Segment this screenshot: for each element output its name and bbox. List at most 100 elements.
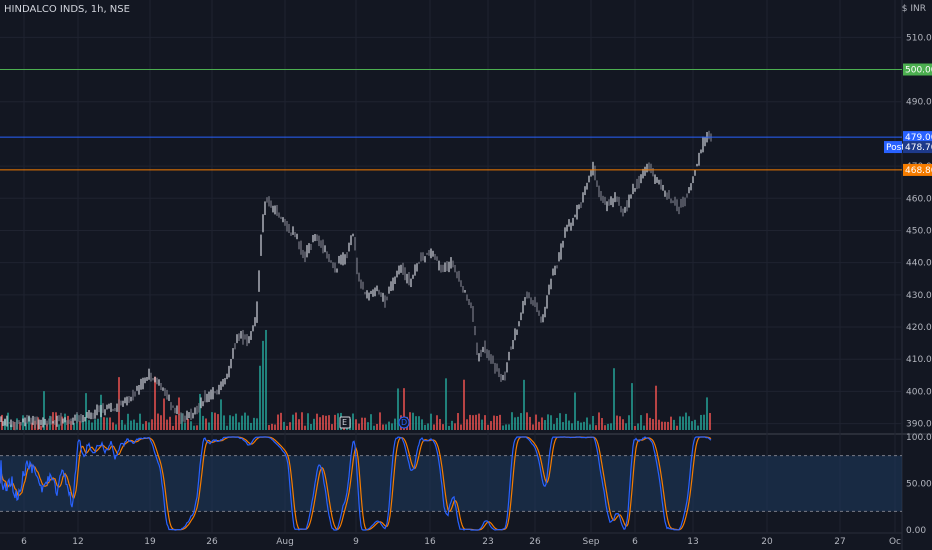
volume-bar <box>439 419 441 430</box>
volume-bar <box>49 415 51 430</box>
volume-bar <box>391 423 393 430</box>
volume-bar <box>676 425 678 430</box>
volume-bar <box>478 413 480 430</box>
price-level-label: 500.00 <box>905 66 932 76</box>
volume-bar <box>703 414 705 430</box>
volume-bar <box>520 413 522 430</box>
volume-bar <box>589 424 591 430</box>
volume-bar <box>571 423 573 430</box>
volume-bar <box>619 416 621 430</box>
price-level-tag <box>903 163 932 176</box>
volume-bar <box>682 416 684 430</box>
volume-bar <box>367 422 369 430</box>
volume-bar <box>568 420 570 430</box>
volume-bar <box>427 423 429 430</box>
volume-bar <box>259 365 261 430</box>
time-tick-label: 6 <box>632 537 638 547</box>
volume-bar <box>112 422 114 430</box>
volume-bar <box>106 417 108 430</box>
volume-bar <box>325 415 327 430</box>
volume-bar <box>397 388 399 430</box>
time-tick-label: 16 <box>424 537 436 547</box>
time-tick-label: 26 <box>206 537 218 547</box>
volume-bar <box>574 392 576 430</box>
volume-bar <box>646 413 648 430</box>
volume-bar <box>631 383 633 430</box>
volume-bar <box>91 422 93 430</box>
volume-bar <box>256 418 258 430</box>
volume-bar <box>298 419 300 430</box>
volume-bar <box>529 416 531 430</box>
volume-bar <box>253 417 255 430</box>
price-tick-label: 450.00 <box>906 226 932 236</box>
price-level-tag <box>903 131 932 144</box>
volume-bar <box>142 424 144 430</box>
volume-bar <box>442 424 444 430</box>
volume-bar <box>169 416 171 430</box>
volume-bar <box>331 424 333 430</box>
volume-bar <box>433 424 435 430</box>
event-marker <box>339 416 351 429</box>
volume-bar <box>538 421 540 430</box>
price-level-label: 479.00 <box>905 133 932 143</box>
volume-bar <box>67 415 69 430</box>
volume-bar <box>607 423 609 430</box>
price-tick-label: 400.00 <box>906 387 932 397</box>
volume-bar <box>217 414 219 430</box>
volume-bar <box>277 414 279 430</box>
volume-bar <box>523 379 525 430</box>
volume-bar <box>658 419 660 430</box>
volume-bar <box>457 413 459 430</box>
volume-bar <box>82 421 84 430</box>
volume-bar <box>94 419 96 430</box>
currency-label: $ INR <box>901 4 926 14</box>
volume-bar <box>691 421 693 430</box>
volume-bar <box>421 419 423 430</box>
volume-bar <box>157 413 159 430</box>
volume-bar <box>193 425 195 430</box>
volume-bar <box>622 419 624 430</box>
volume-bar <box>634 425 636 430</box>
volume-bar <box>103 417 105 430</box>
volume-bar <box>382 424 384 430</box>
volume-bar <box>559 413 561 430</box>
volume-bar <box>412 412 414 430</box>
volume-bar <box>235 413 237 430</box>
volume-bar <box>274 424 276 430</box>
volume-bar <box>385 424 387 430</box>
volume-bar <box>292 414 294 430</box>
volume-bar <box>229 415 231 430</box>
volume-bar <box>124 424 126 430</box>
volume-bar <box>580 422 582 430</box>
volume-bar <box>223 415 225 430</box>
volume-bar <box>700 414 702 430</box>
volume-bar <box>154 376 156 430</box>
volume-bar <box>310 423 312 430</box>
volume-bar <box>163 398 165 430</box>
volume-bar <box>598 412 600 430</box>
volume-bar <box>43 391 45 430</box>
volume-bar <box>358 423 360 430</box>
volume-bar <box>709 412 711 430</box>
volume-bar <box>451 420 453 430</box>
volume-bar <box>514 417 516 430</box>
volume-bar <box>250 422 252 430</box>
price-tick-label: 420.00 <box>906 323 932 333</box>
price-tick-label: 390.00 <box>906 420 932 430</box>
volume-bar <box>535 414 537 430</box>
volume-bar <box>415 416 417 430</box>
volume-bar <box>73 422 75 430</box>
volume-bar <box>445 378 447 430</box>
volume-bar <box>199 393 201 430</box>
volume-bar <box>565 413 567 430</box>
volume-bar <box>364 417 366 430</box>
volume-bar <box>160 415 162 430</box>
volume-bar <box>166 419 168 430</box>
volume-bar <box>616 415 618 430</box>
volume-bar <box>418 416 420 430</box>
time-tick-label: Sep <box>583 537 600 547</box>
time-tick-label: 12 <box>72 537 83 547</box>
volume-bar <box>151 419 153 430</box>
volume-bar <box>289 422 291 430</box>
